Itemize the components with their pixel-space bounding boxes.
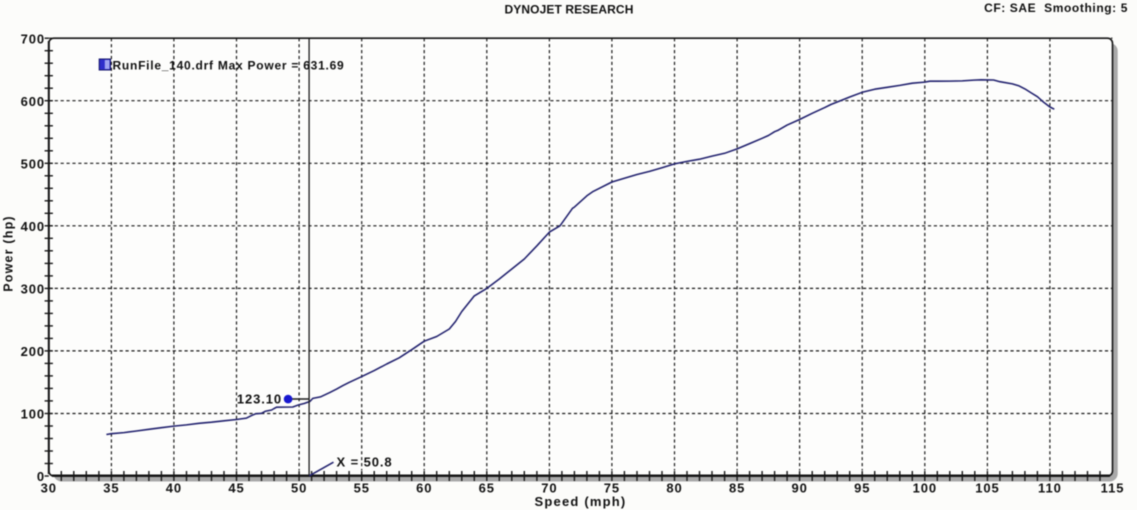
svg-text:Power (hp): Power (hp) [2,215,16,292]
svg-text:0: 0 [37,469,45,484]
svg-text:DYNOJET RESEARCH: DYNOJET RESEARCH [505,3,634,17]
svg-text:600: 600 [21,94,45,109]
svg-text:500: 500 [21,157,45,172]
svg-text:80: 80 [666,481,682,496]
svg-text:700: 700 [21,31,45,46]
svg-text:100: 100 [21,407,45,422]
svg-text:60: 60 [416,481,432,496]
svg-text:300: 300 [21,282,45,297]
svg-text:45: 45 [228,481,244,496]
svg-text:90: 90 [791,481,807,496]
svg-text:105: 105 [975,481,999,496]
svg-text:50: 50 [291,481,307,496]
svg-text:110: 110 [1038,481,1062,496]
svg-text:123.10: 123.10 [237,392,282,407]
svg-text:85: 85 [729,481,745,496]
svg-text:115: 115 [1101,481,1125,496]
svg-text:30: 30 [41,481,57,496]
svg-text:55: 55 [354,481,370,496]
svg-text:Speed (mph): Speed (mph) [535,494,627,509]
svg-text:200: 200 [21,344,45,359]
svg-text:100: 100 [913,481,937,496]
svg-text:CF: SAE Smoothing: 5: CF: SAE Smoothing: 5 [984,1,1128,15]
svg-text:400: 400 [21,219,45,234]
svg-text:70: 70 [541,481,557,496]
svg-text:RunFile_140.drf Max Power = 63: RunFile_140.drf Max Power = 631.69 [113,58,345,72]
svg-text:65: 65 [479,481,495,496]
svg-text:95: 95 [854,481,870,496]
svg-text:40: 40 [166,481,182,496]
svg-text:75: 75 [604,481,620,496]
svg-text:35: 35 [103,481,119,496]
svg-text:X = 50.8: X = 50.8 [337,454,393,469]
